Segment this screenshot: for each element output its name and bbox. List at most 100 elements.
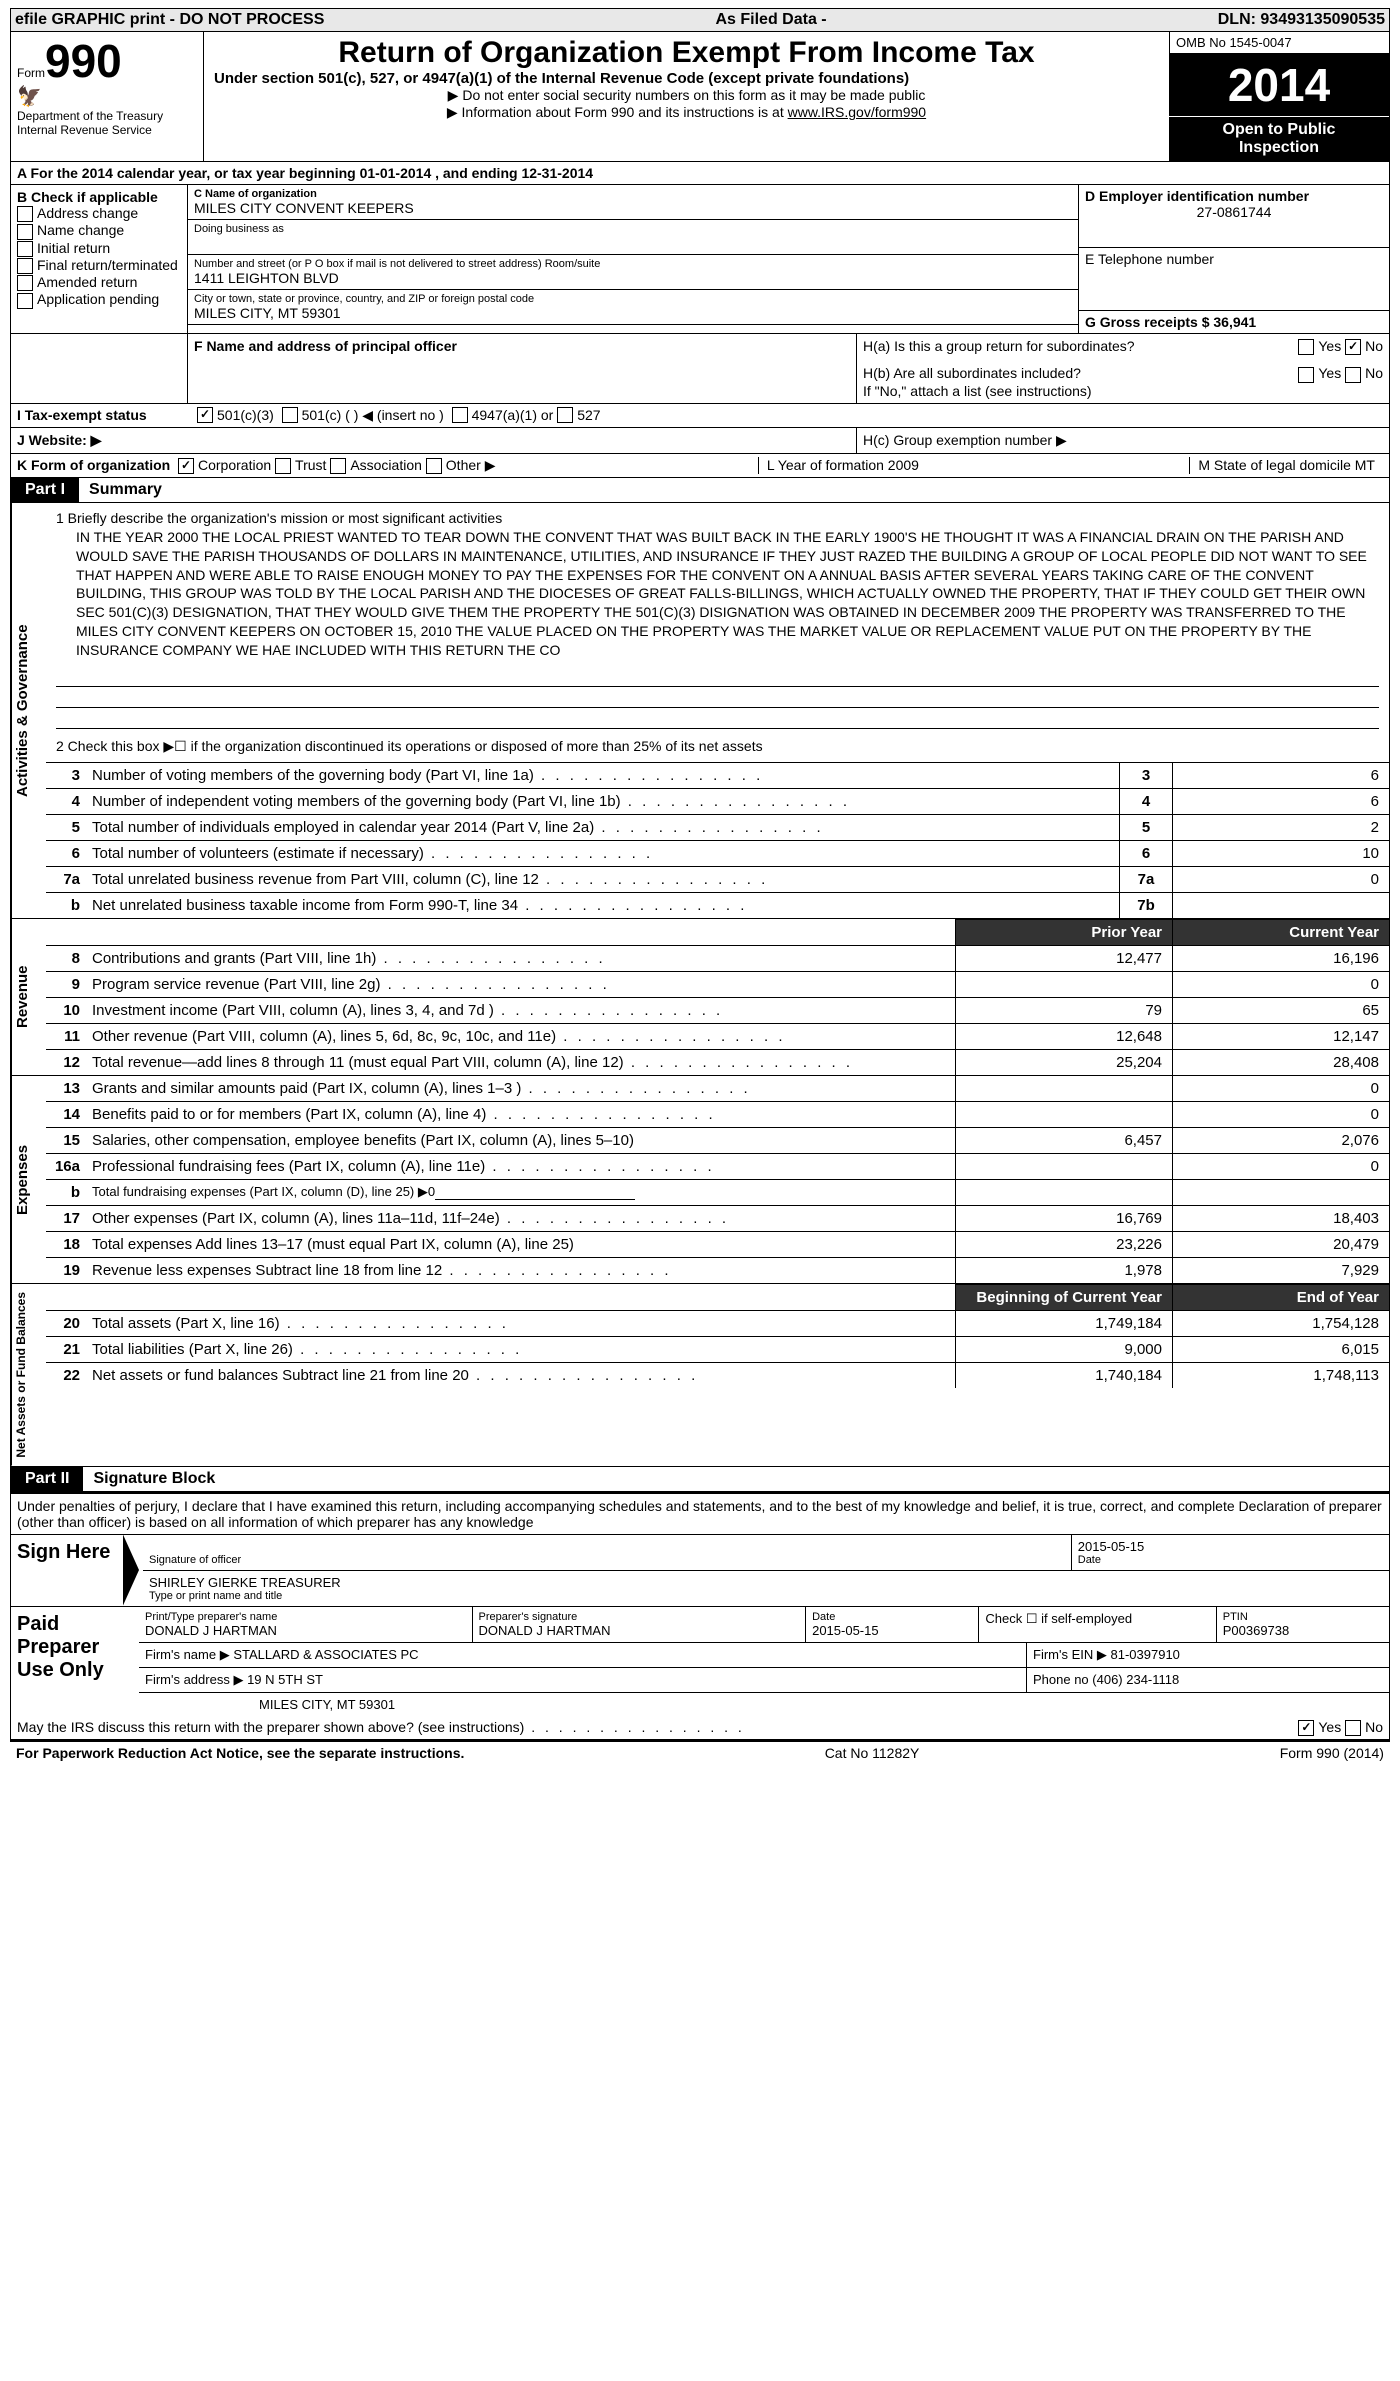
part-2-tag: Part II — [11, 1467, 83, 1491]
sign-here-label: Sign Here — [11, 1535, 123, 1606]
chk-assoc[interactable] — [330, 458, 346, 474]
preparer-name: DONALD J HARTMAN — [145, 1623, 466, 1638]
chk-ha-yes[interactable] — [1298, 339, 1314, 355]
rev-line-9: 9Program service revenue (Part VIII, lin… — [46, 971, 1389, 997]
part-2-title: Signature Block — [83, 1467, 225, 1491]
chk-discuss-yes[interactable] — [1298, 1720, 1314, 1736]
paid-preparer-label: Paid Preparer Use Only — [11, 1607, 139, 1716]
na-line-21: 21Total liabilities (Part X, line 26)9,0… — [46, 1336, 1389, 1362]
ein: 27-0861744 — [1085, 204, 1383, 220]
irs-link[interactable]: www.IRS.gov/form990 — [788, 104, 927, 120]
chk-hb-yes[interactable] — [1298, 367, 1314, 383]
side-expenses: Expenses — [11, 1076, 46, 1283]
exp-line-13: 13Grants and similar amounts paid (Part … — [46, 1076, 1389, 1102]
hc-group-exemption: H(c) Group exemption number ▶ — [856, 428, 1389, 453]
exp-line-15: 15Salaries, other compensation, employee… — [46, 1127, 1389, 1153]
gov-line-4: 4Number of independent voting members of… — [46, 788, 1389, 814]
side-net-assets: Net Assets or Fund Balances — [11, 1284, 46, 1466]
gov-line-3: 3Number of voting members of the governi… — [46, 762, 1389, 788]
q2-discontinued: 2 Check this box ▶☐ if the organization … — [46, 731, 1389, 762]
row-k-form-org: K Form of organization Corporation Trust… — [10, 454, 1390, 478]
form-subtitle: Under section 501(c), 527, or 4947(a)(1)… — [214, 70, 1159, 87]
banner-dln: DLN: 93493135090535 — [1218, 11, 1385, 29]
omb-number: OMB No 1545-0047 — [1169, 32, 1389, 54]
row-i-tax-exempt: I Tax-exempt status 501(c)(3) 501(c) ( )… — [10, 404, 1390, 428]
tax-year: 2014 — [1169, 54, 1389, 116]
preparer-signature: DONALD J HARTMAN — [479, 1623, 800, 1638]
instruction-bullet-1: ▶ Do not enter social security numbers o… — [214, 87, 1159, 104]
na-line-20: 20Total assets (Part X, line 16)1,749,18… — [46, 1310, 1389, 1336]
officer-name-address: F Name and address of principal officer — [187, 334, 856, 403]
firm-name: STALLARD & ASSOCIATES PC — [233, 1647, 418, 1662]
blank-line — [56, 668, 1379, 687]
check-if-applicable: B Check if applicable Address change Nam… — [11, 185, 188, 333]
hb-yes-no: Yes No — [1298, 365, 1383, 382]
exp-line-17: 17Other expenses (Part IX, column (A), l… — [46, 1205, 1389, 1231]
chk-corp[interactable] — [178, 458, 194, 474]
banner-mid: As Filed Data - — [715, 11, 826, 29]
chk-other[interactable] — [426, 458, 442, 474]
firm-addr-1: 19 N 5TH ST — [247, 1672, 323, 1687]
exp-line-16b: bTotal fundraising expenses (Part IX, co… — [46, 1179, 1389, 1205]
footer-cat: Cat No 11282Y — [825, 1745, 920, 1761]
blank-line — [56, 689, 1379, 708]
efile-banner: efile GRAPHIC print - DO NOT PROCESS As … — [10, 8, 1390, 32]
self-employed-check: Check ☐ if self-employed — [979, 1607, 1216, 1642]
footer-form: Form 990 (2014) — [1280, 1745, 1384, 1761]
ha-yes-no: Yes No — [1298, 338, 1383, 355]
gov-line-7b: bNet unrelated business taxable income f… — [46, 892, 1389, 918]
exp-line-18: 18Total expenses Add lines 13–17 (must e… — [46, 1231, 1389, 1257]
gov-line-6: 6Total number of volunteers (estimate if… — [46, 840, 1389, 866]
rev-line-8: 8Contributions and grants (Part VIII, li… — [46, 945, 1389, 971]
part-1-title: Summary — [79, 478, 172, 502]
perjury-declaration: Under penalties of perjury, I declare th… — [11, 1494, 1389, 1534]
gov-line-5: 5Total number of individuals employed in… — [46, 814, 1389, 840]
org-name: MILES CITY CONVENT KEEPERS — [194, 200, 1072, 216]
exp-line-16a: 16aProfessional fundraising fees (Part I… — [46, 1153, 1389, 1179]
firm-addr-2: MILES CITY, MT 59301 — [139, 1693, 1389, 1716]
blank-line — [56, 710, 1379, 729]
mission-text: IN THE YEAR 2000 THE LOCAL PRIEST WANTED… — [56, 528, 1379, 660]
form-title: Return of Organization Exempt From Incom… — [214, 36, 1159, 70]
chk-trust[interactable] — [275, 458, 291, 474]
rev-line-12: 12Total revenue—add lines 8 through 11 (… — [46, 1049, 1389, 1075]
gov-line-7a: 7aTotal unrelated business revenue from … — [46, 866, 1389, 892]
chk-amended[interactable] — [17, 275, 33, 291]
q1-label: 1 Briefly describe the organization's mi… — [56, 509, 1379, 528]
form-identifier: Form990 🦅 Department of the Treasury Int… — [11, 32, 204, 161]
banner-left: efile GRAPHIC print - DO NOT PROCESS — [15, 11, 324, 29]
sig-date-1: 2015-05-15 — [1078, 1539, 1383, 1554]
chk-address-change[interactable] — [17, 206, 33, 222]
side-activities-governance: Activities & Governance — [11, 503, 46, 918]
side-revenue: Revenue — [11, 919, 46, 1075]
chk-501c[interactable] — [282, 407, 298, 423]
na-line-22: 22Net assets or fund balances Subtract l… — [46, 1362, 1389, 1388]
chk-initial-return[interactable] — [17, 241, 33, 257]
chk-hb-no[interactable] — [1345, 367, 1361, 383]
chk-ha-no[interactable] — [1345, 339, 1361, 355]
chk-final-return[interactable] — [17, 258, 33, 274]
open-to-public: Open to Public Inspection — [1169, 116, 1389, 161]
chk-name-change[interactable] — [17, 224, 33, 240]
chk-discuss-no[interactable] — [1345, 1720, 1361, 1736]
chk-4947[interactable] — [452, 407, 468, 423]
chk-527[interactable] — [557, 407, 573, 423]
firm-ein: 81-0397910 — [1111, 1647, 1180, 1662]
part-1-tag: Part I — [11, 478, 79, 502]
rev-line-10: 10Investment income (Part VIII, column (… — [46, 997, 1389, 1023]
ptin: P00369738 — [1223, 1623, 1383, 1638]
officer-name-typed: SHIRLEY GIERKE TREASURER — [149, 1575, 1383, 1590]
chk-pending[interactable] — [17, 293, 33, 309]
exp-line-19: 19Revenue less expenses Subtract line 18… — [46, 1257, 1389, 1283]
org-city: MILES CITY, MT 59301 — [194, 305, 1072, 321]
row-a-tax-year: A For the 2014 calendar year, or tax yea… — [10, 162, 1390, 185]
exp-line-14: 14Benefits paid to or for members (Part … — [46, 1101, 1389, 1127]
footer-paperwork: For Paperwork Reduction Act Notice, see … — [16, 1745, 464, 1761]
gross-receipts: G Gross receipts $ 36,941 — [1085, 314, 1383, 330]
row-j-website: J Website: ▶ — [11, 428, 856, 453]
firm-phone: Phone no (406) 234-1118 — [1027, 1668, 1389, 1692]
chk-501c3[interactable] — [197, 407, 213, 423]
preparer-date: 2015-05-15 — [812, 1623, 972, 1638]
instruction-bullet-2: ▶ Information about Form 990 and its ins… — [214, 104, 1159, 121]
arrow-icon — [123, 1535, 139, 1606]
